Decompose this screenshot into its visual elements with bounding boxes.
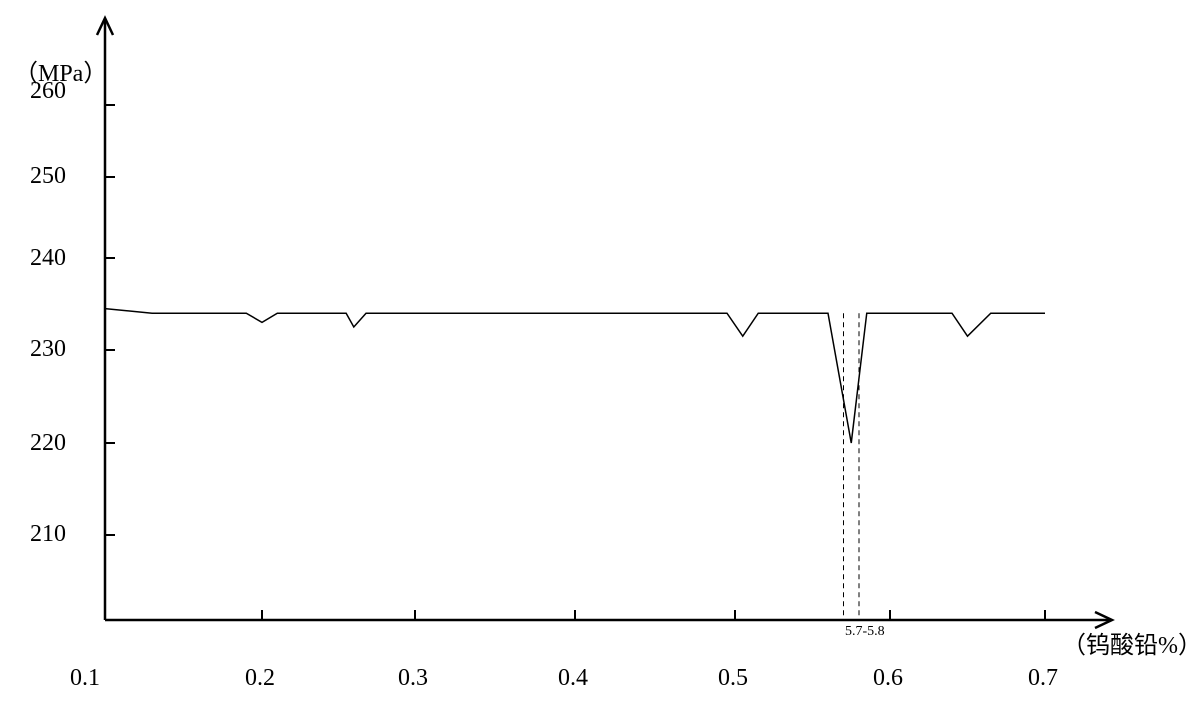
x-tick-label-02: 0.2 bbox=[245, 665, 275, 692]
chart-container: （MPa） 260 250 240 230 220 210 0.1 0.2 0.… bbox=[0, 0, 1193, 714]
peak-annotation: 5.7-5.8 bbox=[845, 624, 885, 640]
chart-svg bbox=[0, 0, 1193, 714]
x-tick-label-07: 0.7 bbox=[1028, 665, 1058, 692]
x-tick-label-01: 0.1 bbox=[70, 665, 100, 692]
x-tick-label-06: 0.6 bbox=[873, 665, 903, 692]
y-tick-label-260: 260 bbox=[30, 78, 66, 105]
data-series-line bbox=[105, 309, 1045, 443]
y-tick-label-210: 210 bbox=[30, 521, 66, 548]
y-tick-label-250: 250 bbox=[30, 163, 66, 190]
x-axis-ticks bbox=[262, 610, 1045, 620]
y-tick-label-240: 240 bbox=[30, 245, 66, 272]
y-tick-label-230: 230 bbox=[30, 336, 66, 363]
y-axis-ticks bbox=[105, 105, 115, 535]
y-tick-label-220: 220 bbox=[30, 430, 66, 457]
x-tick-label-05: 0.5 bbox=[718, 665, 748, 692]
x-axis-unit: （钨酸铅%） bbox=[1062, 625, 1193, 660]
x-tick-label-03: 0.3 bbox=[398, 665, 428, 692]
x-tick-label-04: 0.4 bbox=[558, 665, 588, 692]
